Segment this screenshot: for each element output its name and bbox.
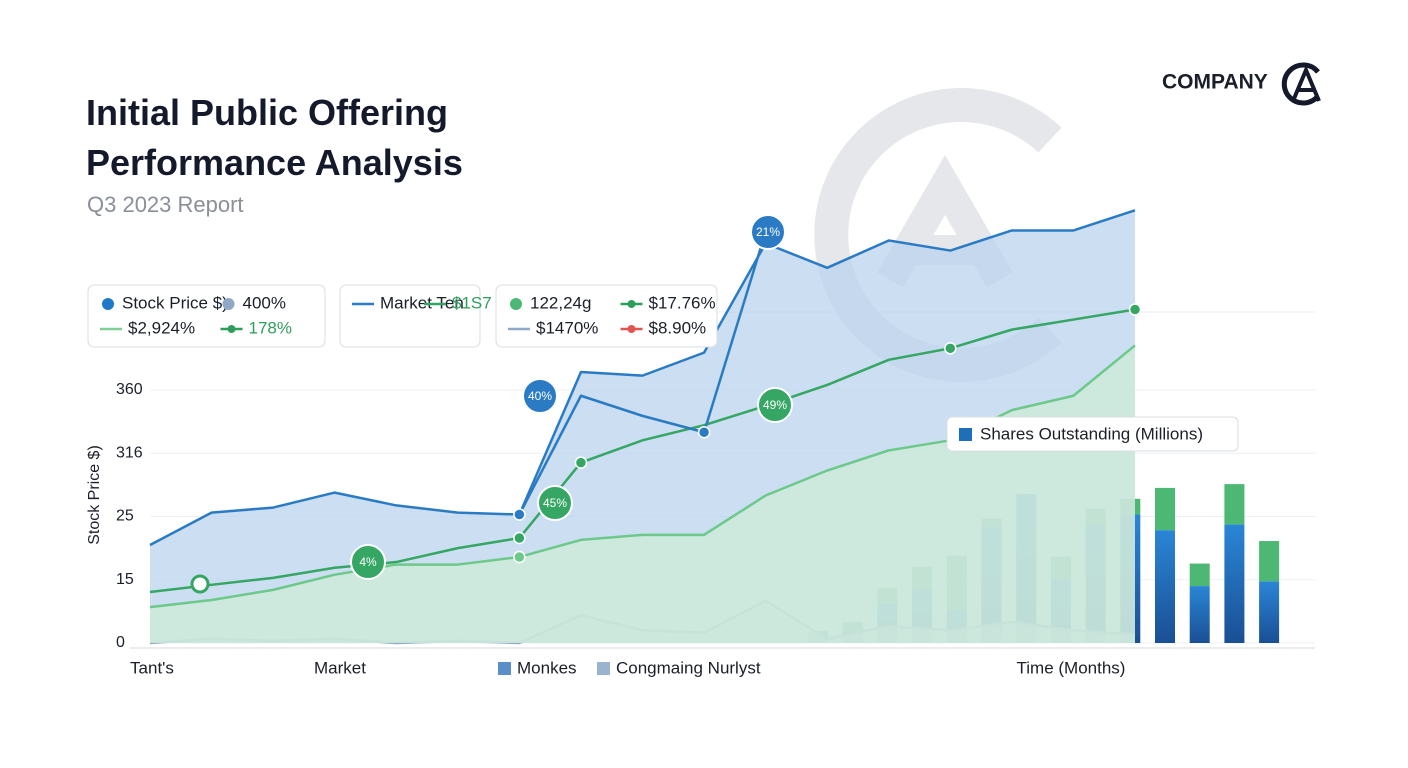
x-axis-label: Time (Months) [1017, 658, 1126, 677]
legend-symbol [959, 428, 972, 441]
y-axis-label: Stock Price $) [86, 445, 103, 545]
legend-label: Shares Outstanding (Millions) [980, 424, 1203, 443]
annotation-text: 49% [763, 398, 787, 412]
legend-label: $8.90% [649, 318, 707, 337]
legend-symbol [627, 300, 636, 308]
legend-label: $17.76% [649, 293, 716, 312]
annotation-badge [750, 214, 786, 250]
bar-segment [1224, 484, 1245, 525]
y-tick-label: 360 [116, 381, 143, 398]
y-tick-label: 15 [116, 571, 134, 588]
point-marker [944, 342, 957, 355]
subtitle: Q3 2023 Report [87, 192, 244, 217]
annotation-text: 45% [543, 496, 567, 510]
legend-label: Stock Price $) [122, 293, 228, 312]
area [150, 345, 1135, 643]
title: Initial Public Offering Performance Anal… [86, 92, 463, 183]
bar-segment [1259, 541, 1280, 582]
legend-symbol [102, 298, 114, 310]
annotation-badge [757, 387, 793, 423]
line [518, 231, 767, 516]
legend-label: Congmaing Nurlyst [616, 658, 761, 677]
bar-segment [1189, 563, 1210, 587]
legend-box [339, 284, 481, 348]
bar-segment [1155, 487, 1175, 531]
brand-name: COMPANY [1162, 71, 1268, 94]
legend-box [87, 284, 326, 348]
point-marker [1128, 303, 1142, 316]
legend-symbol [510, 298, 522, 310]
bar-segment [1224, 524, 1245, 643]
line [149, 209, 1136, 547]
legend-symbol [227, 325, 236, 333]
legend-symbol [222, 298, 235, 310]
annotation-badge [350, 544, 386, 580]
annotation-text: 21% [756, 225, 780, 239]
legend-box [495, 284, 718, 348]
y-tick-label: 316 [116, 444, 143, 461]
legend-symbol [597, 662, 610, 675]
legend-label: 178% [249, 318, 292, 337]
legend-label: Monkes [517, 658, 577, 677]
legend-symbol [498, 662, 511, 675]
point-marker [513, 550, 526, 564]
legend-label: $2,924% [128, 318, 195, 337]
x-label: Tant's [130, 658, 174, 677]
ring-marker [190, 574, 210, 594]
y-tick-label: 25 [116, 508, 134, 525]
bar-segment [1189, 586, 1210, 643]
bar-segment [1155, 530, 1175, 643]
y-tick-label: 0 [116, 634, 125, 651]
legend-label: 122,24g [530, 293, 591, 312]
point-marker [697, 426, 711, 439]
legend-label: Market Ten [380, 293, 464, 312]
bar-segment [1259, 581, 1280, 643]
annotation-text: 4% [359, 555, 377, 569]
annotation-badge [522, 378, 558, 414]
annotation-badge [537, 485, 573, 521]
point-marker [513, 531, 526, 545]
line [149, 308, 1136, 594]
brand-logo [1281, 62, 1321, 106]
legend-box [946, 416, 1239, 452]
point-marker [513, 508, 526, 521]
legend-label: 400% [243, 293, 286, 312]
legend-label: $1470% [536, 318, 598, 337]
point-marker [574, 456, 588, 469]
legend-symbol [627, 325, 636, 333]
x-label: Market [314, 658, 366, 677]
annotation-text: 40% [528, 389, 552, 403]
